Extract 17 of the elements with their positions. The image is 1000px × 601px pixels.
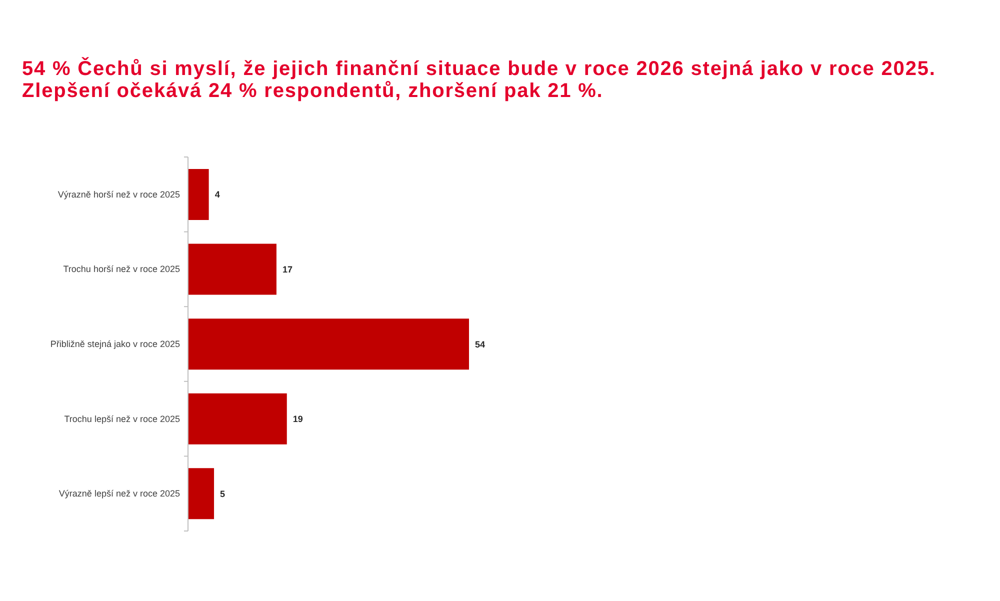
bar (188, 393, 287, 444)
y-tick-label: Přibližně stejná jako v roce 2025 (50, 339, 180, 349)
chart-title: 54 % Čechů si myslí, že jejich finanční situace bude v roce 2026 stejná jako v roce 2025. (22, 58, 936, 80)
y-tick-label: Výrazně horší než v roce 2025 (58, 189, 180, 200)
bar (188, 468, 214, 520)
data-label: 5 (220, 488, 226, 499)
y-tick-label: Výrazně lepší než v roce 2025 (58, 488, 180, 499)
data-label: 4 (214, 190, 220, 200)
y-tick-label: Trochu horší než v roce 2025 (63, 264, 180, 274)
data-label: 54 (475, 339, 486, 350)
bar (188, 318, 469, 370)
data-label: 19 (292, 414, 303, 424)
data-label: 17 (282, 264, 292, 274)
y-tick-label: Trochu lepší než v roce 2025 (64, 414, 180, 424)
bar (188, 168, 209, 220)
bar (188, 244, 276, 295)
chart-subtitle: Zlepšení očekává 24 % respondentů, zhoršení pak 21 %. (22, 80, 604, 102)
